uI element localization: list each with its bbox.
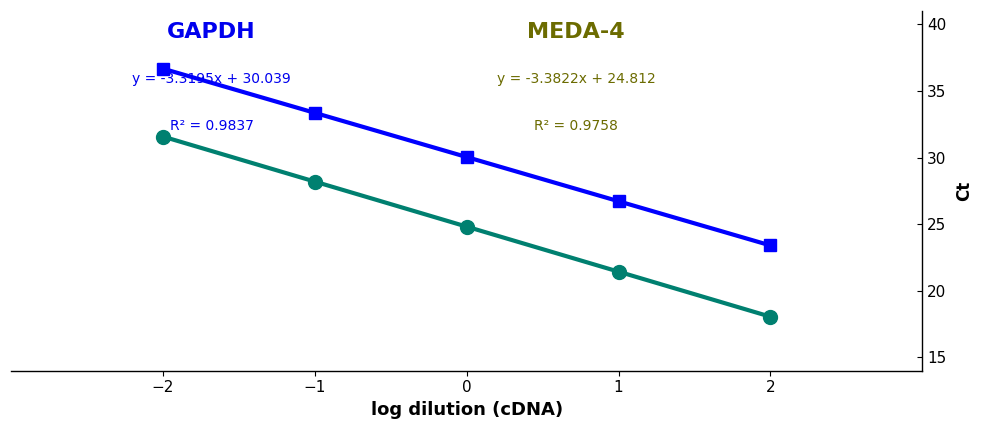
Text: MEDA-4: MEDA-4 [527,22,625,42]
X-axis label: log dilution (cDNA): log dilution (cDNA) [371,401,563,419]
Text: y = -3.3195x + 30.039: y = -3.3195x + 30.039 [132,72,291,86]
Text: R² = 0.9837: R² = 0.9837 [169,119,254,133]
Text: y = -3.3822x + 24.812: y = -3.3822x + 24.812 [497,72,655,86]
Text: R² = 0.9758: R² = 0.9758 [534,119,618,133]
Text: GAPDH: GAPDH [167,22,256,42]
Y-axis label: Ct: Ct [954,181,973,201]
